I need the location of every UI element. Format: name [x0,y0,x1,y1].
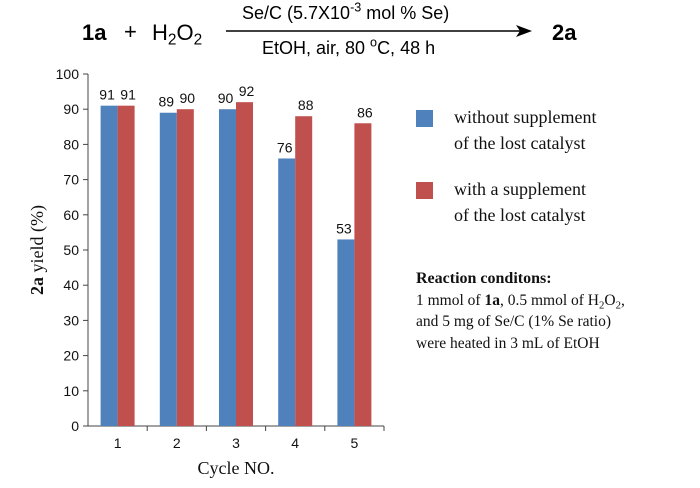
x-tick-label: 5 [351,435,359,451]
y-tick-label: 80 [63,136,79,152]
y-tick-label: 0 [71,418,79,434]
bar-with-supplement [354,123,372,426]
bar-without-supplement [100,105,118,427]
x-axis-title: Cycle NO. [198,458,275,478]
reaction-arrow [226,25,532,37]
bar-without-supplement [219,109,236,426]
legend-label-line2: of the lost catalyst [454,205,586,225]
y-tick-label: 10 [63,383,79,399]
data-label: 90 [180,90,196,106]
conditions-title: Reaction conditons: [416,270,552,287]
y-tick-label: 30 [63,312,79,328]
data-label: 76 [277,139,293,155]
conditions-line-2: and 5 mg of Se/C (1% Se ratio) [416,313,612,330]
x-tick-label: 4 [291,435,299,451]
y-tick-label: 70 [63,172,79,188]
data-label: 89 [159,94,175,110]
y-tick-label: 90 [63,101,79,117]
bar-without-supplement [159,112,177,426]
plus-sign: + [124,19,137,44]
y-tick-label: 50 [63,242,79,258]
legend-label-line1: with a supplement [454,179,586,199]
bar-with-supplement [236,102,253,426]
data-label: 91 [99,87,115,103]
data-label: 88 [298,97,314,113]
reagent-label: H2O2 [152,20,203,49]
legend-label-line1: without supplement [454,107,597,127]
legend-label-line2: of the lost catalyst [454,133,586,153]
reaction-conditions: Reaction conditons: 1 mmol of 1a, 0.5 mm… [416,268,700,354]
y-axis-title: 2a yield (%) [27,205,48,295]
y-axis-title-bold: 2a [27,277,47,295]
legend-swatch-blue [416,110,433,127]
bar-with-supplement [117,105,135,427]
conditions-label: EtOH, air, 80 oC, 48 h [262,35,436,58]
bar-with-supplement [295,116,313,427]
x-tick-label: 2 [173,435,181,451]
y-tick-label: 40 [63,277,79,293]
y-axis-title-rest: yield (%) [27,205,48,277]
legend-swatch-red [416,182,433,199]
reaction-scheme: 1a + H2O2 Se/C (5.7X10-3 mol % Se) EtOH,… [0,0,700,60]
bar-without-supplement [278,158,296,427]
bar-with-supplement [176,109,194,426]
conditions-line-1: 1 mmol of 1a, 0.5 mmol of H2O2, [416,291,625,311]
reactant-label: 1a [82,20,107,45]
data-label: 53 [336,220,352,236]
x-tick-label: 1 [114,435,122,451]
data-label: 91 [120,87,136,103]
product-label: 2a [552,20,577,45]
data-label: 92 [239,83,255,99]
y-tick-label: 100 [56,66,80,82]
x-tick-label: 3 [232,435,240,451]
conditions-line-3: were heated in 3 mL of EtOH [416,334,600,352]
data-label: 90 [218,90,234,106]
catalyst-label: Se/C (5.7X10-3 mol % Se) [242,0,450,23]
bar-without-supplement [337,239,355,426]
y-tick-label: 60 [63,207,79,223]
y-tick-label: 20 [63,348,79,364]
data-label: 86 [357,104,373,120]
